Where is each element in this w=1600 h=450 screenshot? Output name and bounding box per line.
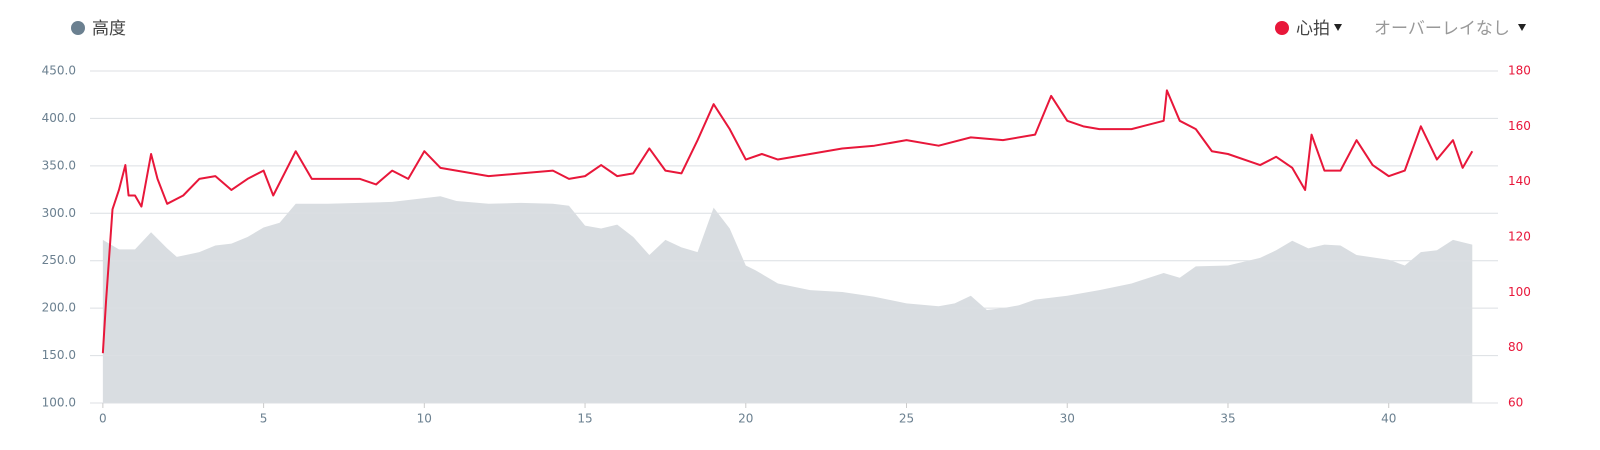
y2-tick-label: 120 [1508, 230, 1531, 244]
legend-swatch [1275, 21, 1289, 35]
y-tick-label: 200.0 [42, 301, 76, 315]
heart-rate-line [101, 89, 1474, 354]
x-tick-label: 10 [417, 412, 432, 426]
y2-tick-label: 140 [1508, 174, 1531, 188]
y2-tick-label: 80 [1508, 340, 1523, 354]
legend-label: 高度 [92, 19, 126, 39]
dropdown-arrow [1334, 24, 1342, 31]
y-tick-label: 300.0 [42, 206, 76, 220]
x-tick-label: 35 [1220, 412, 1235, 426]
y2-tick-label: 100 [1508, 285, 1531, 299]
y-tick-label: 400.0 [42, 111, 76, 125]
dropdown-arrow [1518, 24, 1526, 31]
y2-tick-label: 60 [1508, 396, 1523, 410]
overlay-dropdown[interactable]: オーバーレイなし [1374, 19, 1526, 39]
y2-tick-label: 160 [1508, 119, 1531, 133]
legend-label: 心拍 [1296, 19, 1330, 39]
y-tick-label: 250.0 [42, 253, 76, 267]
overlay-label: オーバーレイなし [1374, 19, 1510, 39]
legend-swatch [71, 21, 85, 35]
elevation-area [102, 196, 1473, 403]
heart-rate-dropdown[interactable]: 心拍 [1275, 19, 1342, 39]
y-tick-label: 450.0 [42, 64, 76, 78]
y2-tick-label: 180 [1508, 64, 1531, 78]
x-tick-label: 25 [899, 412, 914, 426]
x-tick-label: 0 [99, 412, 107, 426]
x-tick-label: 5 [260, 412, 268, 426]
x-tick-label: 20 [738, 412, 753, 426]
x-tick-label: 15 [577, 412, 592, 426]
y-tick-label: 150.0 [42, 348, 76, 362]
x-tick-label: 40 [1381, 412, 1396, 426]
y-tick-label: 100.0 [42, 396, 76, 410]
y-tick-label: 350.0 [42, 158, 76, 172]
x-tick-label: 30 [1060, 412, 1075, 426]
